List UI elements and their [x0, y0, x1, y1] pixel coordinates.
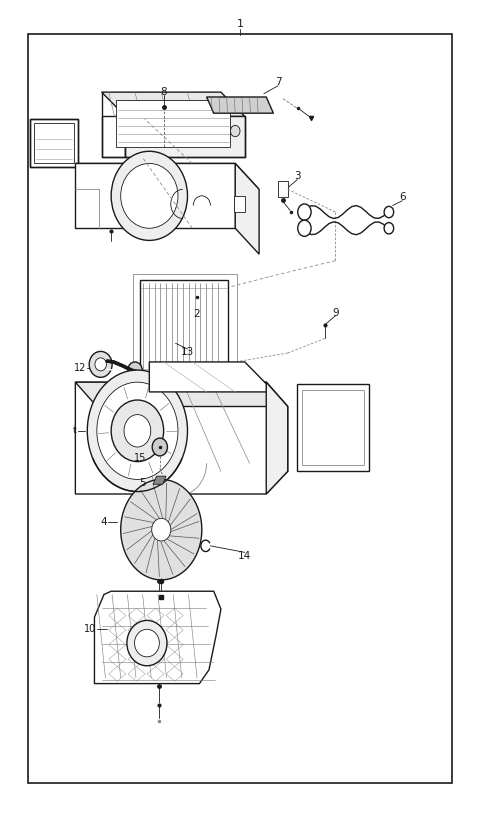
Ellipse shape	[298, 204, 311, 220]
Ellipse shape	[120, 163, 178, 228]
Polygon shape	[278, 181, 288, 198]
Polygon shape	[75, 163, 259, 189]
Text: 7: 7	[275, 77, 281, 88]
Ellipse shape	[120, 480, 202, 580]
Text: 11: 11	[110, 400, 122, 410]
Polygon shape	[125, 116, 245, 157]
Text: 15: 15	[133, 453, 146, 463]
Bar	[140, 280, 228, 377]
Ellipse shape	[152, 519, 171, 541]
Polygon shape	[266, 382, 288, 494]
Text: 14: 14	[238, 550, 252, 561]
Bar	[30, 119, 78, 167]
Text: 10: 10	[84, 624, 96, 634]
Ellipse shape	[128, 362, 142, 378]
Ellipse shape	[97, 382, 178, 480]
Bar	[34, 123, 74, 163]
Ellipse shape	[111, 151, 188, 241]
Ellipse shape	[384, 207, 394, 218]
Text: 9: 9	[332, 307, 339, 318]
Ellipse shape	[127, 620, 167, 666]
Ellipse shape	[152, 438, 168, 456]
Text: 3: 3	[294, 172, 300, 181]
Text: 12: 12	[74, 363, 86, 372]
Text: 5: 5	[139, 478, 145, 488]
Polygon shape	[75, 382, 288, 406]
Ellipse shape	[298, 220, 311, 237]
Text: 8: 8	[160, 87, 167, 97]
Polygon shape	[30, 119, 78, 167]
Ellipse shape	[95, 358, 107, 371]
Ellipse shape	[89, 351, 112, 377]
Text: 1: 1	[237, 19, 243, 29]
Polygon shape	[102, 116, 125, 157]
Bar	[297, 384, 369, 472]
Bar	[302, 390, 364, 465]
Polygon shape	[206, 97, 274, 113]
Polygon shape	[234, 196, 245, 212]
Text: 2: 2	[194, 309, 200, 320]
Text: 6: 6	[399, 193, 406, 202]
Polygon shape	[102, 92, 245, 116]
Polygon shape	[116, 100, 230, 147]
Polygon shape	[149, 362, 266, 392]
Ellipse shape	[134, 629, 159, 657]
Polygon shape	[95, 591, 221, 684]
Polygon shape	[129, 378, 140, 390]
Text: t: t	[73, 426, 77, 435]
Ellipse shape	[230, 125, 240, 137]
Ellipse shape	[124, 415, 151, 447]
Bar	[28, 34, 452, 783]
Ellipse shape	[111, 400, 164, 462]
Polygon shape	[153, 476, 166, 485]
Bar	[132, 274, 237, 385]
Ellipse shape	[87, 370, 188, 492]
Polygon shape	[75, 382, 288, 494]
Text: 4: 4	[101, 516, 108, 527]
Polygon shape	[75, 163, 235, 228]
Polygon shape	[235, 163, 259, 254]
Text: 13: 13	[181, 347, 194, 357]
Ellipse shape	[384, 223, 394, 234]
